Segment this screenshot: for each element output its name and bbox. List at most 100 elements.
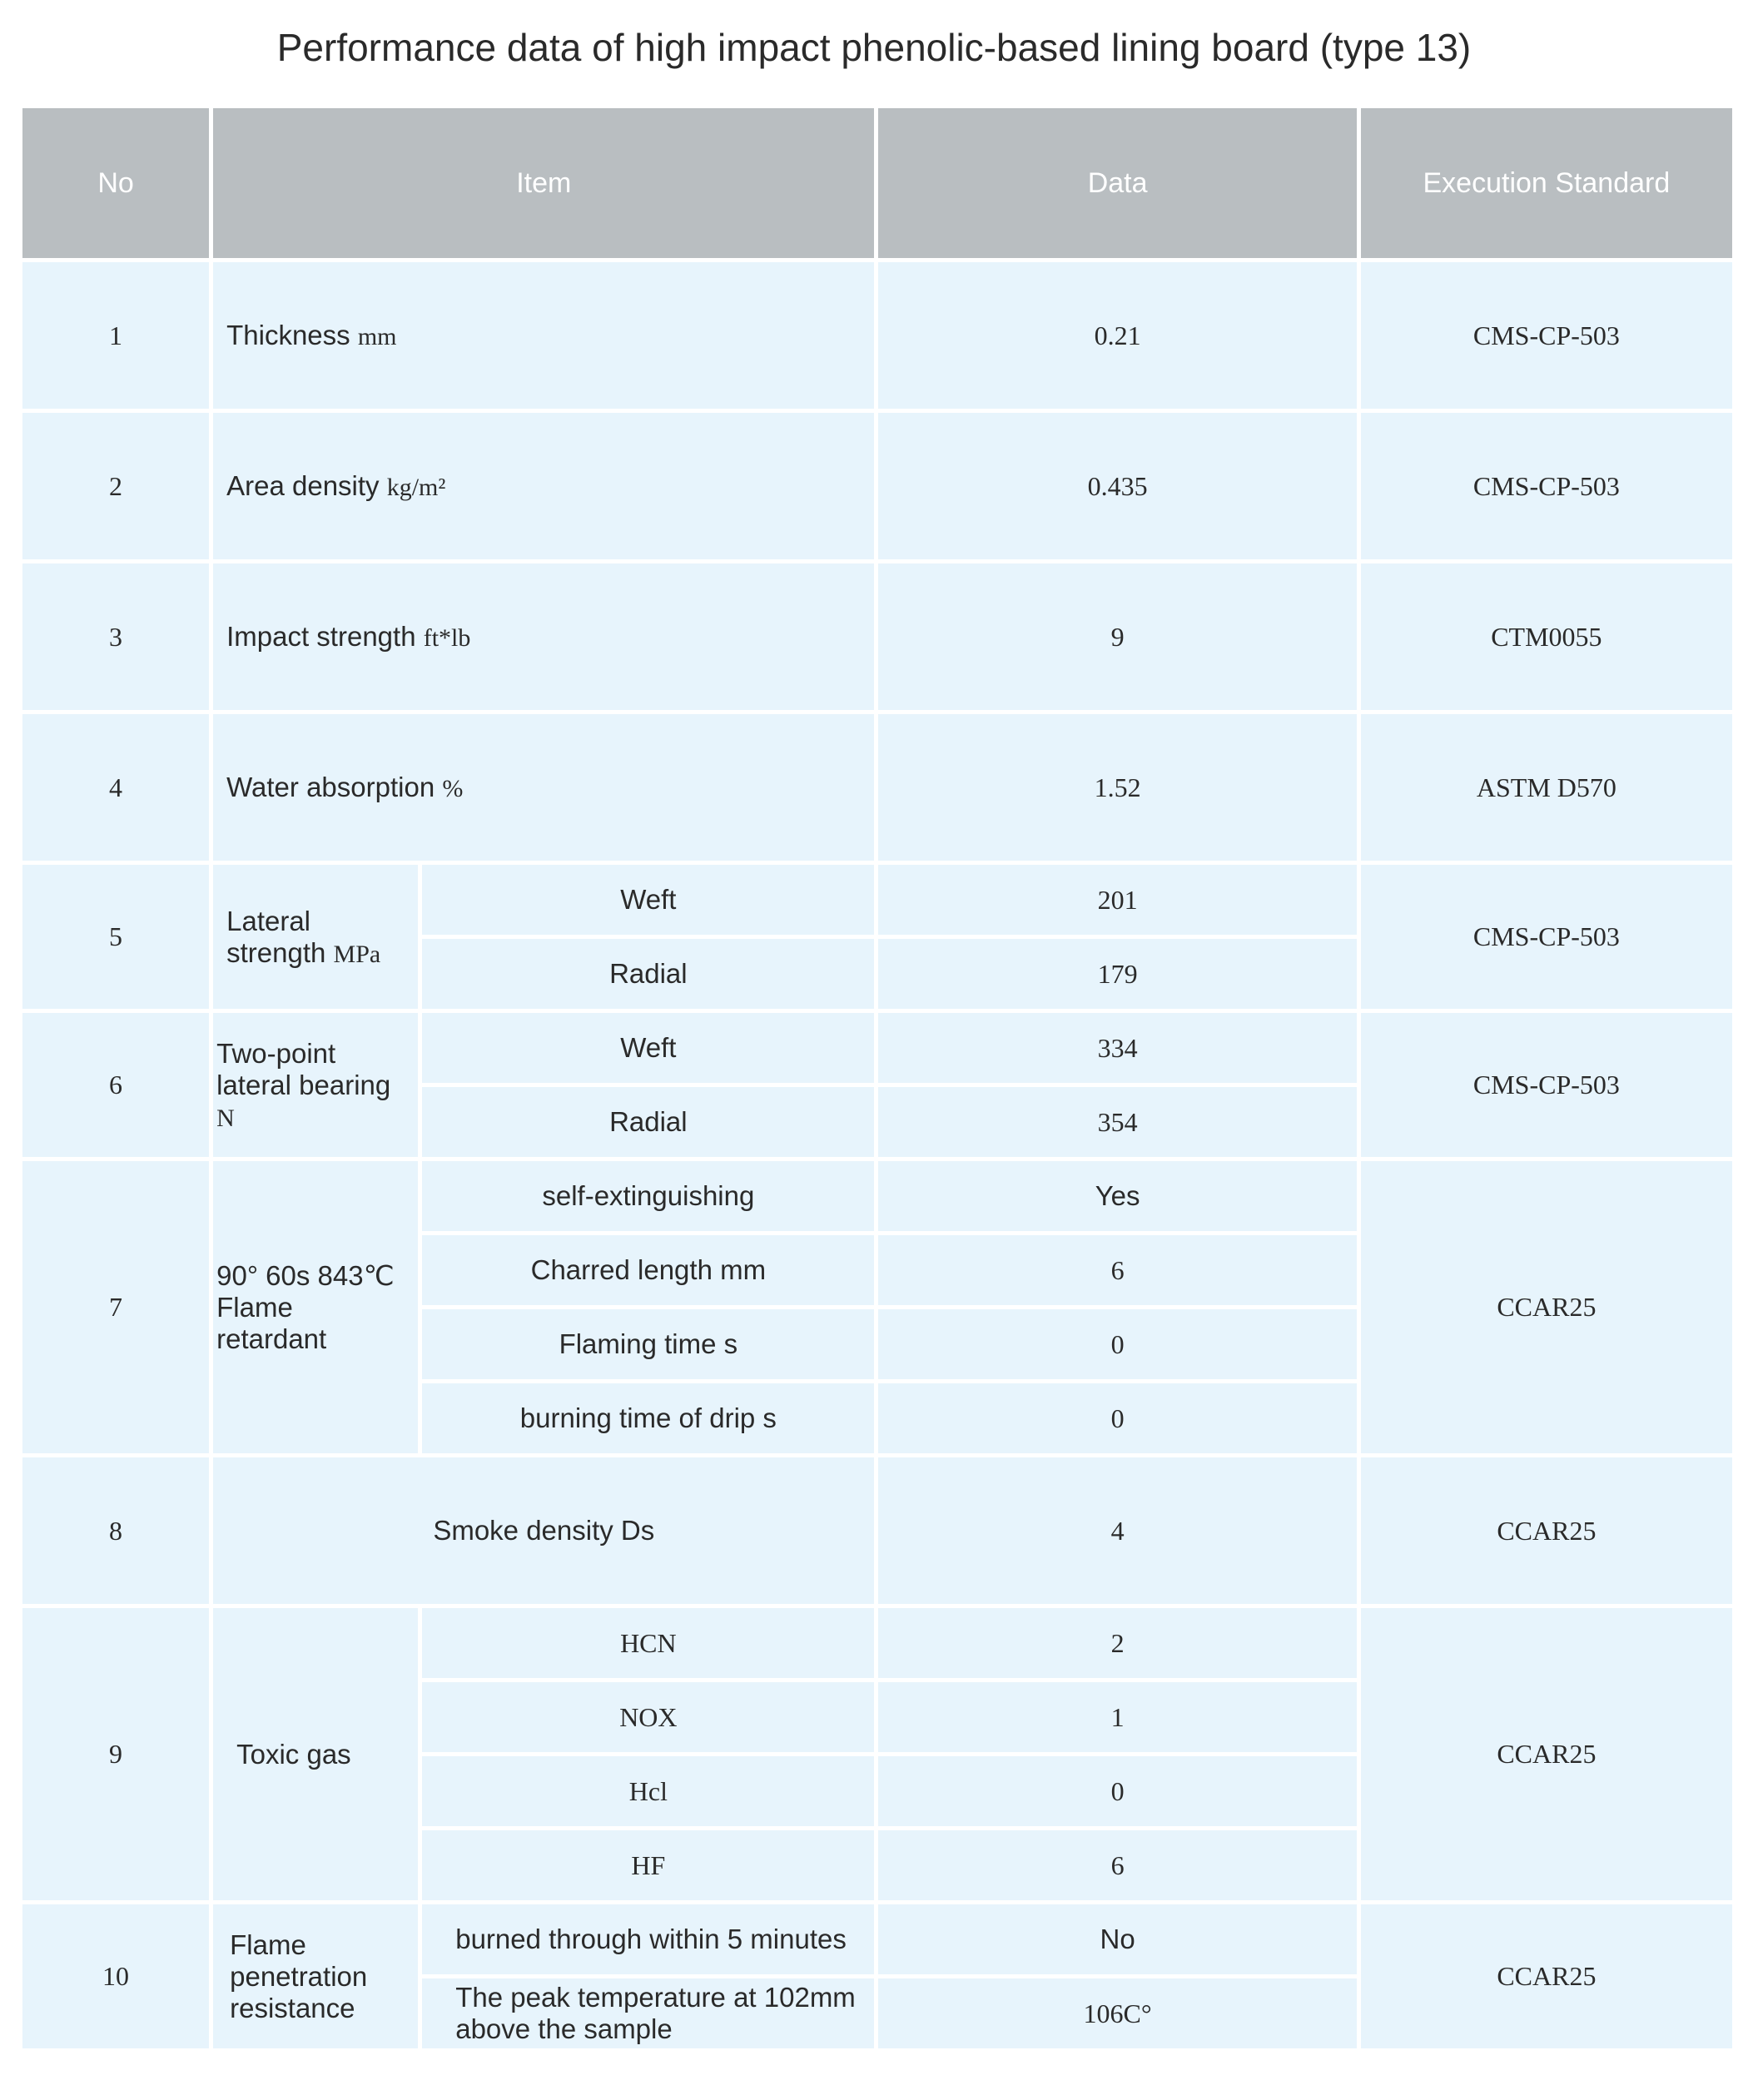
row-standard: CTM0055	[1360, 563, 1732, 710]
row-data: 4	[878, 1457, 1357, 1604]
item-label: Impact strength	[226, 621, 416, 652]
item-unit: kg/m²	[386, 474, 446, 501]
sub-label: burning time of drip s	[422, 1383, 875, 1453]
row-standard: CMS-CP-503	[1360, 865, 1732, 1009]
sub-data: 0	[878, 1309, 1357, 1379]
header-data: Data	[878, 108, 1357, 258]
sub-label: Radial	[422, 939, 875, 1009]
row-data: 0.21	[878, 262, 1357, 409]
row-standard: CMS-CP-503	[1360, 262, 1732, 409]
table-row: 1 Thickness mm 0.21 CMS-CP-503	[22, 262, 1732, 409]
row-item: Thickness mm	[213, 262, 875, 409]
table-subrow: Radial 354	[22, 1087, 1732, 1157]
row-no: 6	[22, 1013, 210, 1157]
row-standard: CCAR25	[1360, 1457, 1732, 1604]
row-data: 9	[878, 563, 1357, 710]
table-subrow: Charred length mm 6	[22, 1235, 1732, 1305]
item-label: Two-point lateral bearing	[216, 1037, 391, 1100]
sub-data: 0	[878, 1383, 1357, 1453]
row-standard: CMS-CP-503	[1360, 1013, 1732, 1157]
sub-data: Yes	[878, 1161, 1357, 1231]
table-row: 3 Impact strength ft*lb 9 CTM0055	[22, 563, 1732, 710]
sub-label: Radial	[422, 1087, 875, 1157]
sub-data: 1	[878, 1682, 1357, 1752]
sub-data: 334	[878, 1013, 1357, 1083]
row-standard: ASTM D570	[1360, 714, 1732, 861]
sub-label: burned through within 5 minutes	[422, 1904, 875, 1974]
table-row: 10 Flame penetration resistance burned t…	[22, 1904, 1732, 2048]
sub-data: 6	[878, 1830, 1357, 1900]
sub-label: Flaming time s	[422, 1309, 875, 1379]
sub-label: Charred length mm	[422, 1235, 875, 1305]
item-unit: %	[442, 775, 464, 802]
item-label: Water absorption	[226, 772, 435, 802]
row-item: Two-point lateral bearing N	[213, 1013, 419, 1157]
table-subrow: NOX 1	[22, 1682, 1732, 1752]
row-item: Water absorption %	[213, 714, 875, 861]
sub-label: HF	[422, 1830, 875, 1900]
sub-label: HCN	[422, 1608, 875, 1678]
row-item: Area density kg/m²	[213, 413, 875, 559]
row-standard: CMS-CP-503	[1360, 413, 1732, 559]
page-title: Performance data of high impact phenolic…	[276, 26, 1472, 69]
table-row: 9 Toxic gas HCN 2 CCAR25	[22, 1608, 1732, 1900]
sub-data: 354	[878, 1087, 1357, 1157]
row-item: Impact strength ft*lb	[213, 563, 875, 710]
sub-data: 0	[878, 1756, 1357, 1826]
table-row: 7 90° 60s 843℃ Flame retardant self-exti…	[22, 1161, 1732, 1453]
table-subrow: Flaming time s 0	[22, 1309, 1732, 1379]
performance-table: No Item Data Execution Standard 1 Thickn…	[18, 104, 1736, 2053]
table-subrow: Radial 179	[22, 939, 1732, 1009]
row-no: 7	[22, 1161, 210, 1453]
item-label: Thickness	[226, 320, 350, 350]
row-no: 9	[22, 1608, 210, 1900]
row-data: 1.52	[878, 714, 1357, 861]
header-standard: Execution Standard	[1360, 108, 1732, 258]
table-row: 8 Smoke density Ds 4 CCAR25	[22, 1457, 1732, 1604]
item-label: Area density	[226, 470, 380, 501]
table-subrow: Hcl 0	[22, 1756, 1732, 1826]
sub-data: 201	[878, 865, 1357, 935]
table-row: 5 Lateral strength MPa Weft 201 CMS-CP-5…	[22, 865, 1732, 1009]
item-unit: N	[216, 1104, 235, 1132]
table-row: 2 Area density kg/m² 0.435 CMS-CP-503	[22, 413, 1732, 559]
header-item: Item	[213, 108, 875, 258]
row-no: 4	[22, 714, 210, 861]
sub-label: Weft	[422, 865, 875, 935]
row-no: 1	[22, 262, 210, 409]
sub-data: 2	[878, 1608, 1357, 1678]
sub-data: 6	[878, 1235, 1357, 1305]
row-no: 5	[22, 865, 210, 1009]
row-data: 0.435	[878, 413, 1357, 559]
header-row: No Item Data Execution Standard	[22, 108, 1732, 258]
row-no: 2	[22, 413, 210, 559]
item-unit: ft*lb	[423, 624, 471, 652]
row-standard: CCAR25	[1360, 1161, 1732, 1453]
row-no: 8	[22, 1457, 210, 1604]
sub-label: Hcl	[422, 1756, 875, 1826]
row-standard: CCAR25	[1360, 1608, 1732, 1900]
item-label: Lateral strength	[226, 905, 326, 968]
table-row: 4 Water absorption % 1.52 ASTM D570	[22, 714, 1732, 861]
row-no: 3	[22, 563, 210, 710]
item-unit: MPa	[333, 940, 381, 968]
sub-label: Weft	[422, 1013, 875, 1083]
row-item: Smoke density Ds	[213, 1457, 875, 1604]
sub-data: 179	[878, 939, 1357, 1009]
sub-label: NOX	[422, 1682, 875, 1752]
row-no: 10	[22, 1904, 210, 2048]
row-item: Toxic gas	[213, 1608, 419, 1900]
row-item: Lateral strength MPa	[213, 865, 419, 1009]
table-subrow: burning time of drip s 0	[22, 1383, 1732, 1453]
sub-label: self-extinguishing	[422, 1161, 875, 1231]
row-item: 90° 60s 843℃ Flame retardant	[213, 1161, 419, 1453]
table-subrow: HF 6	[22, 1830, 1732, 1900]
header-no: No	[22, 108, 210, 258]
sub-data: 106C°	[878, 1978, 1357, 2048]
row-item: Flame penetration resistance	[213, 1904, 419, 2048]
sub-data: No	[878, 1904, 1357, 1974]
item-unit: mm	[357, 323, 397, 350]
table-subrow: The peak temperature at 102mm above the …	[22, 1978, 1732, 2048]
sub-label: The peak temperature at 102mm above the …	[422, 1978, 875, 2048]
table-row: 6 Two-point lateral bearing N Weft 334 C…	[22, 1013, 1732, 1157]
